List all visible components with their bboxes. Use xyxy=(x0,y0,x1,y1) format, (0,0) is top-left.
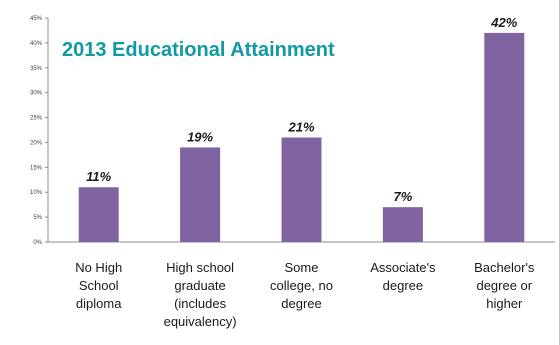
category-label-line: Associate's xyxy=(370,260,436,275)
category-label: Bachelor's degree or higher xyxy=(474,260,535,311)
y-tick-label: 0% xyxy=(33,240,42,246)
chart-title: 2013 Educational Attainment xyxy=(62,39,335,61)
category-label-line: graduate xyxy=(174,278,225,293)
bar xyxy=(180,147,221,242)
data-label: 11% xyxy=(86,169,111,184)
y-tick-label: 35% xyxy=(30,66,43,72)
category-label-line: degree xyxy=(281,296,321,311)
category-label-line: High school xyxy=(166,260,234,275)
data-label: 21% xyxy=(287,119,314,134)
data-label: 7% xyxy=(394,189,413,204)
bar xyxy=(78,187,119,242)
category-label-line: diploma xyxy=(76,296,122,311)
category-label-line: Some xyxy=(285,260,319,275)
bars xyxy=(78,32,525,242)
labels: 11% No High School diploma 19% High school gra… xyxy=(75,15,535,329)
y-tick-label: 25% xyxy=(30,116,43,122)
y-tick-label: 20% xyxy=(30,140,43,146)
category-label-line: college, no xyxy=(270,278,333,293)
category-label-line: School xyxy=(79,278,119,293)
category-label-line: No High xyxy=(75,260,122,275)
category-label: No High School diploma xyxy=(75,260,122,311)
bar xyxy=(382,207,423,242)
y-tick-label: 40% xyxy=(30,41,43,47)
y-tick-label: 45% xyxy=(30,16,43,22)
y-tick-label: 10% xyxy=(30,190,43,196)
category-label: Some college, no degree xyxy=(270,260,333,311)
category-label-line: higher xyxy=(486,296,523,311)
category-label-line: Bachelor's xyxy=(474,260,535,275)
bar xyxy=(484,32,525,242)
category-label-line: (includes xyxy=(174,296,227,311)
category-label: Associate's degree xyxy=(370,260,436,293)
data-label: 42% xyxy=(490,15,517,30)
category-label-line: degree xyxy=(383,278,423,293)
category-label: High school graduate (includes equivalency) xyxy=(164,260,237,329)
y-tick-label: 15% xyxy=(30,165,43,171)
y-tick-label: 5% xyxy=(33,215,42,221)
bar xyxy=(281,137,322,242)
axes: 0% 5% 10% 15% 20% 25% 30% 35% 40% 45% xyxy=(30,16,555,246)
y-tick-label: 30% xyxy=(30,91,43,97)
data-label: 19% xyxy=(187,129,213,144)
category-label-line: equivalency) xyxy=(164,314,237,329)
category-label-line: degree or xyxy=(476,278,532,293)
